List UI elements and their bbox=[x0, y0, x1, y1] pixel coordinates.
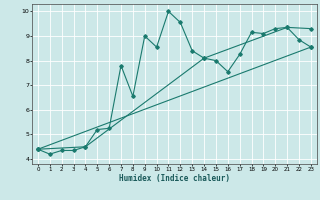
X-axis label: Humidex (Indice chaleur): Humidex (Indice chaleur) bbox=[119, 174, 230, 183]
